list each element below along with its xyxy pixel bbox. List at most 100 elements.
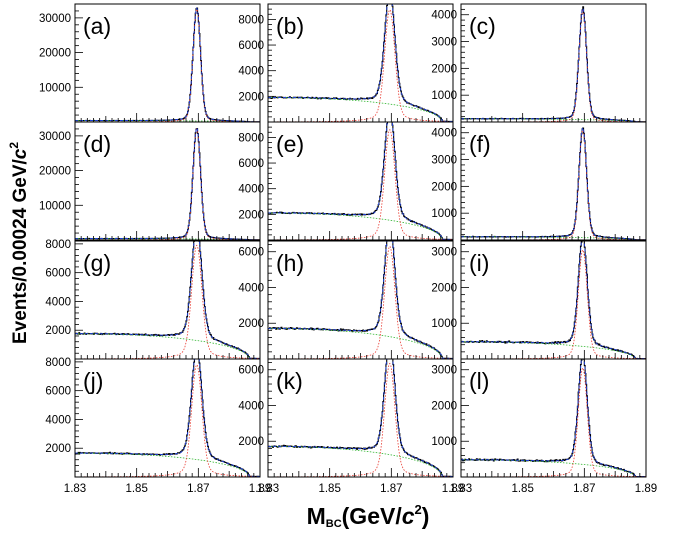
y-tick-label: 3000 [431,247,457,259]
total-fit-curve [461,241,646,359]
y-tick-label: 10000 [39,200,71,212]
x-tick-label: 1.83 [450,483,472,495]
panel-h: 2000 4000 6000 (h) [238,240,454,360]
x-tick-label: 1.89 [249,483,271,495]
y-tick-label: 2000 [45,443,71,455]
plot-area [268,122,453,240]
x-tick-label: 1.89 [635,483,657,495]
panel-k: 2000 4000 6000 1.83 1.85 1.87 1.89 (k) [238,358,464,495]
panel-label: (i) [469,250,489,276]
plot-area [75,241,260,359]
y-tick-label: 2000 [238,436,264,448]
y-axis-label-main: Events/0.00024 GeV/ [10,158,31,344]
data-histogram [268,241,453,359]
y-tick-label: 6000 [238,247,264,259]
x-tick-label: 1.87 [187,483,209,495]
y-tick-label: 2000 [45,325,71,337]
y-tick-label: 30000 [39,13,71,25]
panel-e: 2000 4000 6000 8000 (e) [238,121,454,241]
y-tick-label: 2000 [238,91,264,103]
y-axis-label: Events/0.00024 GeV/c2 [7,142,31,344]
x-tick-label: 1.83 [257,483,279,495]
x-axis-label-main: M [307,503,326,529]
total-fit-curve [268,122,453,240]
y-tick-label: 3000 [431,37,457,49]
panel-c: 1000 2000 3000 4000 (c) [431,3,647,123]
panel-grid: 10000 20000 30000 (a) 2000 4000 6000 8000 (b) 100… [39,3,657,495]
y-tick-label: 2000 [431,181,457,193]
panel-label: (e) [276,131,304,157]
y-tick-label: 6000 [238,365,264,377]
plot-area [268,359,453,477]
y-tick-label: 2000 [431,63,457,75]
y-tick-label: 4000 [238,184,264,196]
panel-b: 2000 4000 6000 8000 (b) [238,3,454,123]
panel-label: (l) [469,368,489,394]
y-tick-label: 6000 [45,268,71,280]
x-axis-label-unit: c [402,503,415,529]
total-fit-curve [268,241,453,359]
y-tick-label: 8000 [238,132,264,144]
x-tick-label: 1.85 [511,483,533,495]
panel-label: (g) [83,250,111,276]
panel-label: (j) [83,368,103,394]
y-tick-label: 1000 [431,90,457,102]
y-tick-label: 1000 [431,436,457,448]
y-tick-label: 6000 [45,386,71,398]
y-tick-label: 1000 [431,318,457,330]
x-axis-label-exp: 2 [415,502,422,517]
y-tick-label: 20000 [39,166,71,178]
x-axis-label-sub: BC [326,518,342,530]
x-axis-label: MBC(GeV/c2) [307,502,430,530]
x-tick-label: 1.85 [318,483,340,495]
y-tick-label: 6000 [238,40,264,52]
panel-f: 1000 2000 3000 4000 (f) [431,121,647,241]
panel-label: (c) [469,13,496,39]
y-tick-label: 3000 [431,365,457,377]
y-tick-label: 4000 [45,296,71,308]
panel-label: (f) [469,131,491,157]
total-fit-curve [75,359,260,477]
total-fit-curve [268,4,453,122]
y-tick-label: 4000 [238,400,264,412]
y-tick-label: 4000 [431,10,457,22]
y-tick-label: 4000 [238,66,264,78]
y-tick-label: 8000 [45,357,71,369]
total-fit-curve [75,241,260,359]
panel-label: (d) [83,131,111,157]
panel-label: (b) [276,13,304,39]
y-axis-label-unit: c [10,148,31,159]
panel-a: 10000 20000 30000 (a) [39,3,261,123]
y-axis-label-exp: 2 [7,142,21,149]
data-histogram [268,122,453,240]
y-tick-label: 10000 [39,82,71,94]
panel-label: (h) [276,250,304,276]
y-tick-label: 30000 [39,131,71,143]
y-tick-label: 4000 [238,282,264,294]
plot-area [75,359,260,477]
y-tick-label: 20000 [39,48,71,60]
data-histogram [268,359,453,477]
x-axis-label-close: ) [422,503,430,529]
y-tick-label: 2000 [238,318,264,330]
panel-l: 1000 2000 3000 1.83 1.85 1.87 1.89 (l) [431,358,657,495]
data-histogram [75,241,260,359]
y-tick-label: 3000 [431,155,457,167]
y-tick-label: 1000 [431,208,457,220]
panel-i: 1000 2000 3000 (i) [431,240,647,360]
x-axis-label-rest: (GeV/ [342,503,403,529]
panel-g: 2000 4000 6000 8000 (g) [45,239,261,360]
total-fit-curve [268,359,453,477]
y-tick-label: 2000 [238,209,264,221]
y-tick-label: 6000 [238,158,264,170]
plot-area [268,241,453,359]
panel-label: (k) [276,368,303,394]
y-tick-label: 2000 [431,400,457,412]
x-tick-label: 1.85 [125,483,147,495]
x-tick-label: 1.87 [573,483,595,495]
total-fit-curve [461,359,646,477]
x-tick-label: 1.89 [442,483,464,495]
y-tick-label: 2000 [431,282,457,294]
panel-d: 10000 20000 30000 (d) [39,121,261,241]
